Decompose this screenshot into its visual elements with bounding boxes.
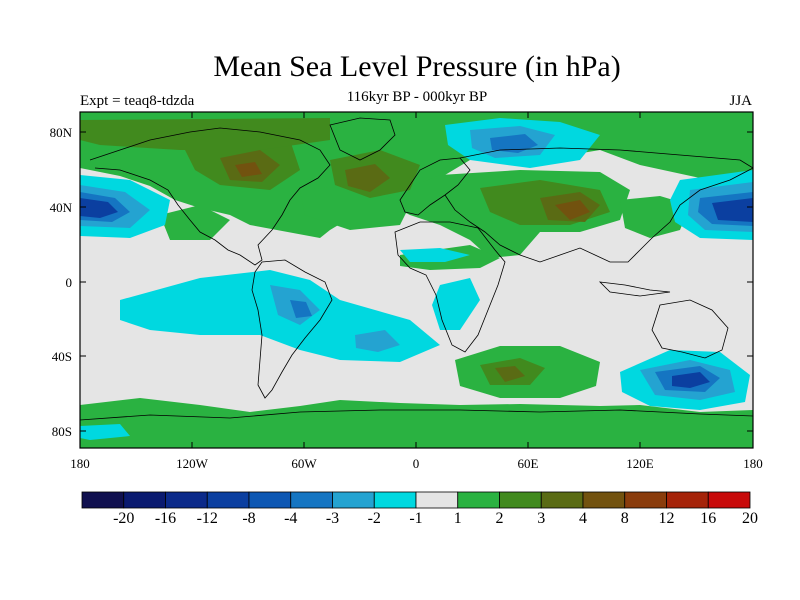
chart-subtitle: 116kyr BP - 000kyr BP	[346, 89, 488, 105]
lat-tick-label: 80N	[50, 125, 73, 140]
colorbar-label: -20	[113, 510, 134, 527]
indonesia-coast	[598, 281, 671, 297]
antarctic-low	[80, 424, 130, 440]
colorbar-swatch	[707, 491, 751, 509]
longitude-labels: 180 120W 60W 0 60E 120E 180	[70, 456, 763, 471]
colorbar-swatch	[540, 491, 584, 509]
colorbar-label: -2	[368, 510, 381, 527]
colorbar-label: 16	[700, 510, 716, 527]
colorbar-label: -12	[197, 510, 218, 527]
lon-tick-label: 120E	[626, 456, 654, 471]
chart-title: Mean Sea Level Pressure (in hPa)	[213, 50, 621, 83]
colorbar-swatch	[373, 491, 417, 509]
colorbar-label: -16	[155, 510, 176, 527]
colorbar-swatch	[582, 491, 626, 509]
europe-coast	[399, 157, 471, 216]
colorbar-label: 12	[659, 510, 675, 527]
colorbar-swatch	[624, 491, 667, 509]
colorbar: -20 -16 -12 -8 -4 -3 -2 -1 1 2 3 4 8 12 16 20	[81, 491, 758, 527]
colorbar-label: 4	[579, 510, 587, 527]
lon-tick-label: 60W	[291, 456, 317, 471]
lon-tick-label: 180	[743, 456, 763, 471]
colorbar-swatch	[415, 491, 459, 509]
greenland-coast	[329, 117, 396, 161]
lat-tick-label: 40S	[52, 349, 72, 364]
lon-tick-label: 120W	[176, 456, 209, 471]
season-label: JJA	[729, 93, 752, 109]
coastlines	[80, 117, 753, 421]
lat-tick-label: 0	[66, 275, 73, 290]
antarctica-coast	[80, 409, 753, 421]
southeast-atlantic-low	[432, 278, 480, 330]
colorbar-swatch	[499, 491, 542, 509]
colorbar-label: -3	[326, 510, 339, 527]
south-america-coast	[251, 259, 333, 399]
colorbar-swatch	[81, 491, 125, 509]
colorbar-label: 1	[454, 510, 462, 527]
sw-north-america-high	[160, 205, 230, 240]
longitude-axis	[79, 112, 754, 448]
colorbar-swatch	[206, 491, 250, 509]
positive-anomaly-peaks	[220, 150, 600, 382]
colorbar-swatch	[666, 491, 709, 509]
north-america-coast	[89, 127, 331, 266]
latitude-axis	[80, 131, 753, 432]
colorbar-swatch	[248, 491, 292, 509]
colorbar-label: -4	[284, 510, 297, 527]
lon-tick-label: 60E	[518, 456, 539, 471]
colorbar-label: -8	[242, 510, 255, 527]
australia-coast	[651, 299, 729, 359]
colorbar-swatch	[165, 491, 208, 509]
asia-coast	[444, 147, 753, 263]
map-panel	[80, 112, 753, 448]
colorbar-label: -1	[409, 510, 422, 527]
colorbar-swatch	[332, 491, 375, 509]
colorbar-label: 20	[742, 510, 758, 527]
colorbar-swatch	[123, 491, 166, 509]
colorbar-label: 3	[537, 510, 545, 527]
gulf-low	[400, 248, 470, 262]
colorbar-label: 8	[621, 510, 629, 527]
colorbar-swatch	[457, 491, 500, 509]
lon-tick-label: 0	[413, 456, 420, 471]
negative-anomaly-extreme-cores	[80, 198, 753, 388]
lon-tick-label: 180	[70, 456, 90, 471]
colorbar-label: 2	[496, 510, 504, 527]
north-atlantic-high	[300, 185, 410, 230]
lat-tick-label: 40N	[50, 200, 73, 215]
colorbar-swatch	[290, 491, 333, 509]
experiment-label: Expt = teaq8-tdzda	[80, 93, 195, 109]
latitude-labels: 80N 40N 0 40S 80S	[50, 125, 73, 439]
africa-coast	[394, 221, 506, 353]
lat-tick-label: 80S	[52, 424, 72, 439]
positive-anomaly-extremes	[235, 162, 590, 220]
